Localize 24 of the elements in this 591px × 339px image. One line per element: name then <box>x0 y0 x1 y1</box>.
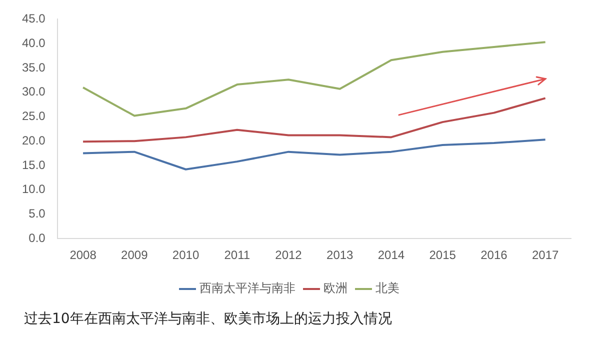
x-tick-label: 2008 <box>70 248 97 262</box>
y-tick-label: 45.0 <box>22 12 46 26</box>
x-tick-label: 2013 <box>326 248 354 262</box>
y-tick-label: 25.0 <box>22 109 46 124</box>
x-tick-label: 2014 <box>378 248 405 262</box>
y-tick-label: 15.0 <box>22 158 46 172</box>
x-tick-label: 2012 <box>275 248 302 262</box>
x-tick-label: 2017 <box>532 248 559 262</box>
y-tick-label: 5.0 <box>28 206 46 221</box>
x-tick-label: 2009 <box>121 248 148 262</box>
legend-label: 西南太平洋与南非 <box>200 281 296 296</box>
legend-label: 北美 <box>376 281 400 296</box>
x-tick-label: 2010 <box>172 248 200 262</box>
text: 过去10年在西南太平洋与南非、欧美市场上的运力投入情况 <box>24 310 392 328</box>
y-tick-label: 30.0 <box>22 84 46 99</box>
y-tick-label: 40.0 <box>22 36 46 50</box>
x-tick-label: 2016 <box>480 248 508 262</box>
y-tick-label: 10.0 <box>22 182 46 196</box>
legend-label: 欧洲 <box>324 281 348 296</box>
y-tick-label: 35.0 <box>22 60 46 74</box>
y-tick-label: 20.0 <box>22 133 46 148</box>
x-tick-label: 2015 <box>429 248 456 262</box>
x-tick-label: 2011 <box>224 248 250 262</box>
y-tick-label: 0.0 <box>28 230 46 245</box>
